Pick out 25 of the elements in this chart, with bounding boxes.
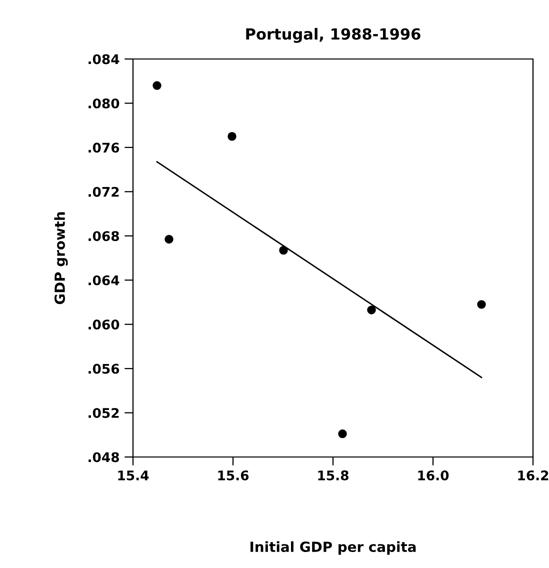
y-tick-label: .084 [88,54,120,64]
point [164,234,174,244]
point [152,81,162,90]
y-tick-label: .076 [88,142,120,153]
x-tick-label: 15.8 [318,470,348,480]
y-tick-label: .048 [88,452,119,462]
y-tick-label: .056 [88,364,120,374]
x-tick-label: 15.6 [218,470,249,480]
point [477,300,486,309]
point [367,306,376,314]
y-tick-label: .064 [88,275,120,286]
x-axis-title: Initial GDP per capita [250,541,416,555]
y-tick-label: .060 [88,320,120,330]
y-axis-title: GDP growth [54,212,68,304]
y-tick-label: .072 [88,186,119,197]
point [228,132,236,141]
point [338,429,347,438]
y-tick-label: .052 [88,408,119,418]
y-tick-label: .068 [88,231,119,242]
x-tick-label: 16.0 [418,470,449,480]
y-tick-label: .080 [88,98,120,108]
point [279,246,288,255]
x-tick-label: 15.4 [118,470,149,480]
x-tick-label: 16.2 [518,470,548,480]
chart-title: Portugal, 1988-1996 [246,28,420,43]
